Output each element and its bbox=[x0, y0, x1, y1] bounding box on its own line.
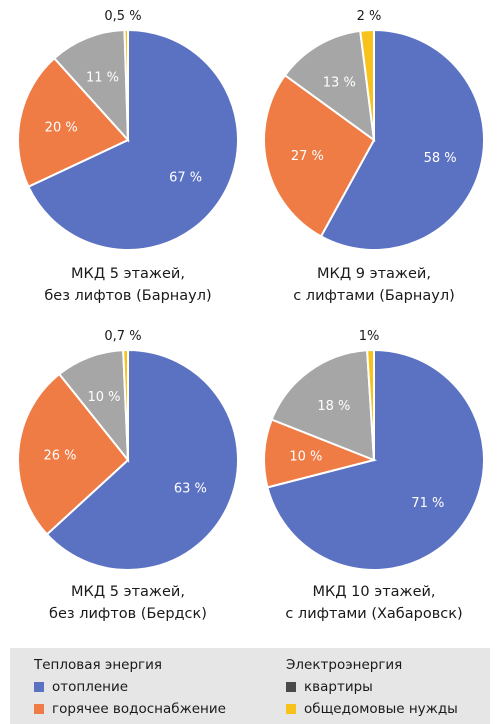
slice-label-common-needs: 1% bbox=[359, 329, 380, 344]
slice-label-hot-water: 26 % bbox=[43, 449, 76, 464]
legend-item-hot-water: горячее водоснабжение bbox=[34, 698, 226, 720]
slice-label-heating: 63 % bbox=[174, 482, 207, 497]
slice-label-apartments: 18 % bbox=[317, 399, 350, 414]
chart-caption-line: с лифтами (Хабаровск) bbox=[285, 606, 462, 622]
pie-slice-common-needs bbox=[359, 28, 375, 141]
pie-slice-hot-water bbox=[17, 56, 130, 189]
slice-label-common-needs: 2 % bbox=[357, 9, 382, 24]
legend-swatch-hot-water bbox=[34, 704, 44, 714]
pie-chart-2: 58 % 27 % 13 % 2 % МКД 9 этажей, с лифтами (Б… bbox=[263, 9, 485, 304]
pie-slice-apartments bbox=[52, 29, 130, 143]
chart-caption-line: МКД 5 этажей, bbox=[71, 584, 185, 600]
pie-slice-heating bbox=[45, 348, 239, 571]
chart-caption-line: без лифтов (Бердск) bbox=[49, 606, 207, 622]
legend-swatch-heating bbox=[34, 682, 44, 692]
pie-slice-heating bbox=[27, 28, 239, 251]
pie-slice-common-needs bbox=[122, 348, 129, 461]
slice-label-hot-water: 10 % bbox=[289, 450, 322, 465]
legend-swatch-apartments bbox=[286, 682, 296, 692]
legend-item-common-needs: общедомовые нужды bbox=[286, 698, 458, 720]
pie-slice-apartments bbox=[283, 29, 376, 143]
slice-label-heating: 71 % bbox=[411, 496, 444, 511]
chart-caption-line: с лифтами (Барнаул) bbox=[293, 288, 455, 304]
slice-label-apartments: 11 % bbox=[86, 71, 119, 86]
chart-caption-line: без лифтов (Барнаул) bbox=[44, 288, 211, 304]
legend: Тепловая энергия отопление горячее водос… bbox=[10, 648, 490, 724]
pie-slice-common-needs bbox=[366, 348, 375, 461]
pie-slice-apartments bbox=[270, 349, 376, 462]
chart-caption-line: МКД 5 этажей, bbox=[71, 266, 185, 282]
legend-label-common-needs: общедомовые нужды bbox=[304, 701, 458, 717]
pie-chart-4: 71 % 10 % 18 % 1% МКД 10 этажей, с лифтами (Х… bbox=[263, 329, 486, 622]
pie-charts: 67 % 20 % 11 % 0,5 % МКД 5 этажей, без лифтов… bbox=[17, 9, 486, 622]
legend-group-thermal: Тепловая энергия отопление горячее водос… bbox=[34, 654, 226, 720]
pie-slice-heating bbox=[319, 28, 485, 251]
legend-label-heating: отопление bbox=[52, 679, 129, 695]
slice-label-apartments: 13 % bbox=[323, 75, 356, 90]
legend-item-apartments: квартиры bbox=[286, 676, 458, 698]
slice-label-apartments: 10 % bbox=[87, 390, 120, 405]
legend-swatch-common-needs bbox=[286, 704, 296, 714]
legend-item-heating: отопление bbox=[34, 676, 226, 698]
legend-label-apartments: квартиры bbox=[304, 679, 373, 695]
pie-slice-common-needs bbox=[123, 28, 129, 141]
legend-heading-electric: Электроэнергия bbox=[286, 657, 403, 673]
slice-label-hot-water: 27 % bbox=[291, 149, 324, 164]
slice-label-heating: 58 % bbox=[424, 151, 457, 166]
slice-label-common-needs: 0,5 % bbox=[104, 9, 141, 24]
chart-caption-line: МКД 10 этажей, bbox=[312, 584, 435, 600]
slice-label-common-needs: 0,7 % bbox=[104, 329, 141, 344]
legend-group-electric: Электроэнергия квартиры общедомовые нужд… bbox=[286, 654, 458, 720]
legend-label-hot-water: горячее водоснабжение bbox=[52, 701, 226, 717]
legend-heading-thermal: Тепловая энергия bbox=[34, 657, 163, 673]
pie-slice-hot-water bbox=[17, 372, 130, 536]
pie-chart-1: 67 % 20 % 11 % 0,5 % МКД 5 этажей, без лифтов… bbox=[17, 9, 239, 304]
pie-chart-3: 63 % 26 % 10 % 0,7 % МКД 5 этажей, без лифтов… bbox=[17, 329, 239, 622]
slice-label-heating: 67 % bbox=[169, 171, 202, 186]
chart-caption-line: МКД 9 этажей, bbox=[317, 266, 431, 282]
pie-slice-hot-water bbox=[263, 73, 376, 238]
slice-label-hot-water: 20 % bbox=[45, 121, 78, 136]
